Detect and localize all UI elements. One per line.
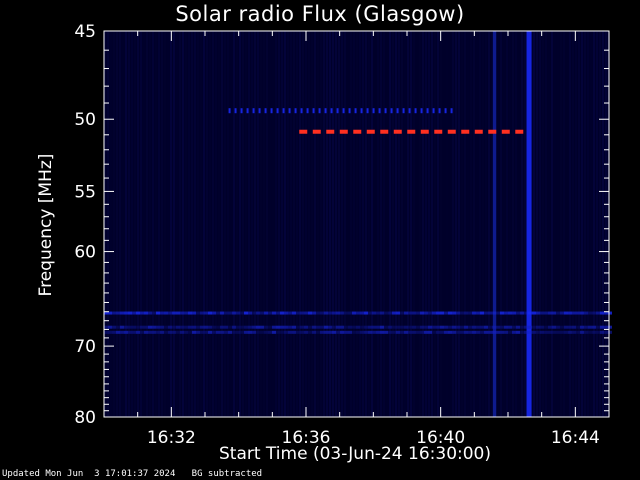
plot-frame bbox=[103, 30, 610, 418]
horizontal-band-2 bbox=[299, 129, 524, 134]
chart-title: Solar radio Flux (Glasgow) bbox=[175, 2, 465, 26]
vertical-burst-1 bbox=[492, 31, 497, 417]
y-tick-label-3: 60 bbox=[74, 243, 96, 263]
x-tick-label-0: 16:32 bbox=[147, 428, 196, 448]
x-axis-label: Start Time (03-Jun-24 16:30:00) bbox=[219, 444, 491, 464]
y-tick-label-4: 70 bbox=[74, 337, 96, 357]
horizontal-band-3 bbox=[228, 108, 453, 114]
status-footer: Updated Mon Jun 3 17:01:37 2024 BG subtr… bbox=[2, 469, 262, 479]
horizontal-band-5 bbox=[104, 325, 612, 329]
processing-mode: BG subtracted bbox=[191, 469, 263, 479]
horizontal-band-6 bbox=[104, 330, 612, 334]
spectrogram-background bbox=[104, 31, 609, 417]
y-tick-label-1: 50 bbox=[74, 110, 96, 130]
x-tick-label-2: 16:40 bbox=[416, 428, 465, 448]
y-tick-label-0: 45 bbox=[74, 22, 96, 42]
y-tick-label-2: 55 bbox=[74, 182, 96, 202]
update-timestamp: Updated Mon Jun 3 17:01:37 2024 bbox=[2, 469, 176, 479]
vertical-burst-0 bbox=[526, 31, 532, 417]
x-tick-label-1: 16:36 bbox=[282, 428, 331, 448]
horizontal-band-4 bbox=[104, 311, 612, 315]
y-tick-label-5: 80 bbox=[74, 408, 96, 428]
x-tick-label-3: 16:44 bbox=[551, 428, 600, 448]
